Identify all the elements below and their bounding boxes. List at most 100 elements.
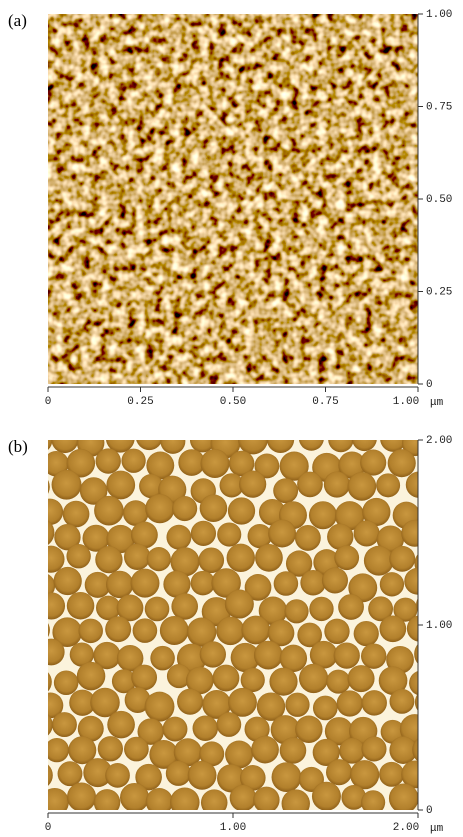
particle [191, 521, 216, 546]
particle [216, 617, 244, 645]
x-tick-label: 0.75 [312, 396, 338, 408]
particle [312, 782, 341, 811]
particle [22, 473, 50, 501]
particle [225, 741, 253, 769]
particle [285, 693, 309, 717]
particle [38, 639, 65, 666]
particle [225, 589, 254, 618]
particle [37, 546, 64, 573]
x-tick-label: 0.50 [220, 396, 246, 408]
x-tick-label: 0.25 [127, 396, 153, 408]
particle [297, 472, 323, 498]
particle [380, 426, 406, 452]
particle [216, 712, 241, 737]
particle [418, 447, 448, 477]
particle [145, 494, 174, 523]
particle [324, 619, 349, 644]
particle [285, 599, 309, 623]
particle [52, 712, 77, 737]
particle [354, 520, 380, 546]
particle [106, 424, 135, 453]
particle [273, 478, 298, 503]
particle [376, 473, 400, 497]
particle [274, 571, 299, 596]
particle [193, 716, 218, 741]
particle [412, 735, 442, 765]
particle [63, 501, 90, 528]
particle [361, 790, 385, 814]
particle [337, 690, 363, 716]
particle [347, 472, 376, 501]
particle [228, 688, 257, 717]
particle [379, 615, 406, 642]
panel-label: (a) [8, 11, 27, 30]
particle [200, 449, 229, 478]
particle [94, 789, 121, 816]
particle [420, 499, 449, 528]
particle [198, 547, 224, 573]
particle [295, 525, 321, 551]
y-tick-label: 0 [426, 805, 433, 817]
particle [406, 471, 432, 497]
particle [146, 788, 173, 815]
particle [269, 668, 297, 696]
particle [299, 664, 328, 693]
particle [267, 426, 294, 453]
particle [200, 494, 228, 522]
particle [124, 737, 149, 762]
particle [201, 789, 228, 816]
particle [334, 545, 359, 570]
particle [228, 497, 255, 524]
particle [188, 761, 217, 790]
particle [213, 665, 240, 692]
x-tick-label: 1.00 [220, 822, 246, 834]
y-tick-label: 0.25 [426, 286, 452, 298]
x-tick-label: 2.00 [393, 822, 419, 834]
y-tick-label: 0.75 [426, 101, 452, 113]
particle [124, 544, 150, 570]
particle [163, 717, 188, 742]
figure: (a)00.250.500.751.0000.250.500.751.00μm(… [0, 0, 463, 837]
particle [145, 597, 170, 622]
particle [251, 736, 279, 764]
particle [254, 641, 283, 670]
particle [45, 738, 69, 762]
y-tick-label: 0.50 [426, 194, 452, 206]
particle [25, 711, 53, 739]
particle [150, 646, 175, 671]
y-tick-label: 1.00 [426, 9, 452, 21]
afm-image-a [48, 14, 418, 384]
particle [105, 616, 131, 642]
particle [389, 546, 415, 572]
particle [360, 450, 386, 476]
particle [309, 597, 333, 621]
y-tick-label: 1.00 [426, 620, 452, 632]
particle [52, 470, 82, 500]
particle [322, 567, 348, 593]
y-tick-label: 2.00 [426, 435, 452, 447]
particle [107, 711, 135, 739]
particle [348, 665, 375, 692]
particle [241, 616, 270, 645]
particle [361, 690, 387, 716]
particle [171, 593, 198, 620]
particle [58, 761, 83, 786]
particle [25, 518, 55, 548]
particle [227, 544, 255, 572]
particle [401, 520, 428, 547]
particle [253, 787, 279, 813]
particle [160, 429, 185, 454]
particle [105, 763, 130, 788]
particle [67, 782, 96, 811]
particle [136, 423, 163, 450]
particle [28, 428, 53, 453]
particle [106, 571, 133, 598]
particle [131, 569, 160, 598]
particle [51, 426, 78, 453]
particle [328, 427, 353, 452]
particle [414, 639, 444, 669]
x-unit: μm [430, 397, 444, 409]
particle [147, 547, 171, 571]
particle [299, 426, 324, 451]
particle [354, 621, 379, 646]
